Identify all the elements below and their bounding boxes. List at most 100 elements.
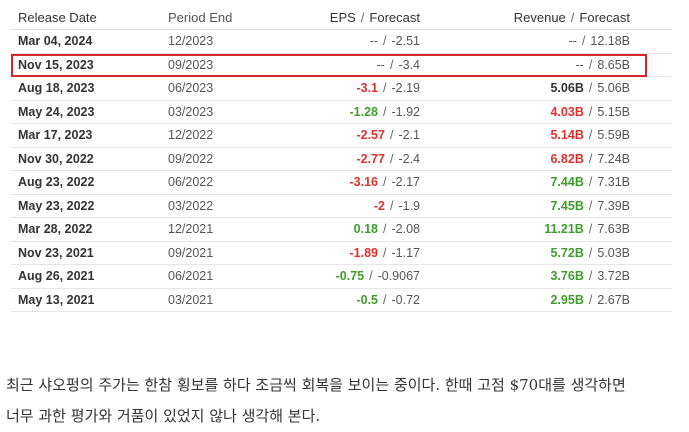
table-row: Mar 28, 2022 12/2021 0.18 / -2.08 11.21B / 7.63… (10, 218, 672, 242)
eps-actual: -0.5 (356, 292, 379, 307)
eps-separator: / (383, 81, 387, 96)
period-end: 12/2021 (168, 222, 214, 237)
eps-separator: / (383, 34, 387, 49)
eps-forecast: -3.4 (398, 57, 420, 72)
eps-cell: -2.77 / -2.4 (288, 152, 420, 166)
revenue-cell: 5.06B / 5.06B (420, 81, 630, 95)
eps-cell: -2 / -1.9 (288, 199, 420, 213)
eps-actual: 0.18 (353, 222, 379, 237)
revenue-actual: 7.45B (550, 198, 584, 213)
eps-cell: -2.57 / -2.1 (288, 128, 420, 142)
release-date: Aug 23, 2022 (18, 175, 95, 190)
eps-separator: / (389, 198, 394, 213)
eps-cell: -- / -3.4 (288, 58, 420, 72)
article-paragraph: 최근 샤오펑의 주가는 한참 횡보를 하다 조금씩 회복을 보이는 중이다. 한… (6, 370, 686, 432)
revenue-actual: 11.21B (544, 222, 584, 237)
eps-cell: -0.5 / -0.72 (288, 293, 420, 307)
revenue-separator: / (588, 128, 593, 143)
revenue-actual: 3.76B (550, 269, 584, 284)
header-eps-label[interactable]: EPS (329, 10, 356, 25)
table-row: May 24, 2023 03/2023 -1.28 / -1.92 4.03B / 5.15… (10, 101, 672, 124)
eps-separator: / (383, 245, 387, 260)
period-end: 09/2022 (168, 151, 214, 166)
table-row: Aug 18, 2023 06/2023 -3.1 / -2.19 5.06B / 5.06B (10, 77, 672, 101)
header-eps-forecast[interactable]: Forecast (369, 10, 420, 25)
period-end: 09/2021 (168, 245, 214, 260)
eps-separator: / (383, 104, 387, 119)
eps-separator: / (383, 222, 387, 237)
revenue-separator: / (581, 34, 586, 49)
table-row: Nov 15, 2023 09/2023 -- / -3.4 -- / 8.65B (10, 54, 672, 77)
release-date: Mar 17, 2023 (18, 128, 93, 143)
period-end: 12/2022 (168, 128, 214, 143)
revenue-forecast: 5.15B (597, 104, 630, 119)
revenue-actual: 2.95B (550, 292, 584, 307)
eps-cell: -3.1 / -2.19 (288, 81, 420, 95)
eps-cell: -- / -2.51 (288, 34, 420, 48)
eps-actual: -1.89 (349, 245, 379, 260)
revenue-actual: 7.44B (550, 175, 584, 190)
eps-forecast: -2.4 (398, 151, 420, 166)
table-row: Mar 04, 2024 12/2023 -- / -2.51 -- / 12.18B (10, 30, 672, 54)
revenue-separator: / (588, 81, 593, 96)
table-row: Nov 23, 2021 09/2021 -1.89 / -1.17 5.72B / 5.03… (10, 242, 672, 265)
header-revenue-forecast[interactable]: Forecast (579, 10, 630, 25)
eps-actual: -- (369, 34, 379, 49)
revenue-cell: -- / 12.18B (420, 34, 630, 48)
revenue-separator: / (588, 222, 593, 237)
eps-forecast: -1.17 (391, 245, 421, 260)
header-release-date[interactable]: Release Date (18, 10, 97, 25)
eps-forecast: -2.51 (391, 34, 421, 49)
table-row: Aug 23, 2022 06/2022 -3.16 / -2.17 7.44B / 7.31… (10, 171, 672, 195)
revenue-separator: / (588, 57, 593, 72)
revenue-forecast: 8.65B (597, 57, 630, 72)
eps-forecast: -2.19 (391, 81, 421, 96)
revenue-cell: 4.03B / 5.15B (420, 105, 630, 119)
revenue-cell: 5.14B / 5.59B (420, 128, 630, 142)
eps-cell: 0.18 / -2.08 (288, 222, 420, 236)
eps-actual: -3.1 (356, 81, 379, 96)
eps-forecast: -0.9067 (377, 269, 420, 284)
eps-separator: / (383, 292, 387, 307)
revenue-separator: / (588, 198, 593, 213)
table-header: Release Date Period End EPS / Forecast Rev… (10, 6, 672, 30)
release-date: May 24, 2023 (18, 104, 95, 119)
eps-actual: -2.57 (356, 128, 385, 143)
eps-actual: -0.75 (335, 269, 365, 284)
release-date: Aug 18, 2023 (18, 81, 95, 96)
eps-actual: -2 (373, 198, 385, 213)
revenue-actual: 5.72B (550, 245, 584, 260)
revenue-separator: / (588, 269, 593, 284)
eps-separator: / (383, 175, 387, 190)
revenue-forecast: 5.06B (597, 81, 630, 96)
eps-forecast: -2.1 (398, 128, 420, 143)
paragraph-line-2: 너무 과한 평가와 거품이 있었지 않나 생각해 본다. (6, 407, 321, 425)
release-date: Nov 30, 2022 (18, 151, 94, 166)
revenue-forecast: 5.59B (597, 128, 630, 143)
earnings-table: Release Date Period End EPS / Forecast Rev… (10, 6, 672, 312)
eps-separator: / (389, 57, 394, 72)
revenue-cell: 6.82B / 7.24B (420, 152, 630, 166)
header-revenue: Revenue / Forecast (420, 10, 630, 25)
revenue-forecast: 12.18B (590, 34, 630, 49)
table-row: Nov 30, 2022 09/2022 -2.77 / -2.4 6.82B / 7.24B (10, 148, 672, 171)
revenue-forecast: 7.31B (597, 175, 630, 190)
eps-forecast: -1.9 (398, 198, 420, 213)
eps-actual: -1.28 (349, 104, 379, 119)
period-end: 12/2023 (168, 34, 214, 49)
release-date: May 13, 2021 (18, 292, 95, 307)
period-end: 06/2021 (168, 269, 214, 284)
revenue-separator: / (588, 245, 593, 260)
release-date: Mar 04, 2024 (18, 34, 93, 49)
eps-cell: -0.75 / -0.9067 (288, 269, 420, 283)
header-period-end[interactable]: Period End (168, 10, 233, 25)
revenue-cell: -- / 8.65B (420, 58, 630, 72)
eps-actual: -3.16 (349, 175, 379, 190)
revenue-actual: -- (575, 57, 584, 72)
period-end: 03/2023 (168, 104, 214, 119)
period-end: 03/2022 (168, 198, 214, 213)
revenue-separator: / (588, 292, 593, 307)
release-date: May 23, 2022 (18, 198, 95, 213)
header-revenue-label[interactable]: Revenue (513, 10, 566, 25)
header-revenue-separator: / (570, 10, 575, 25)
